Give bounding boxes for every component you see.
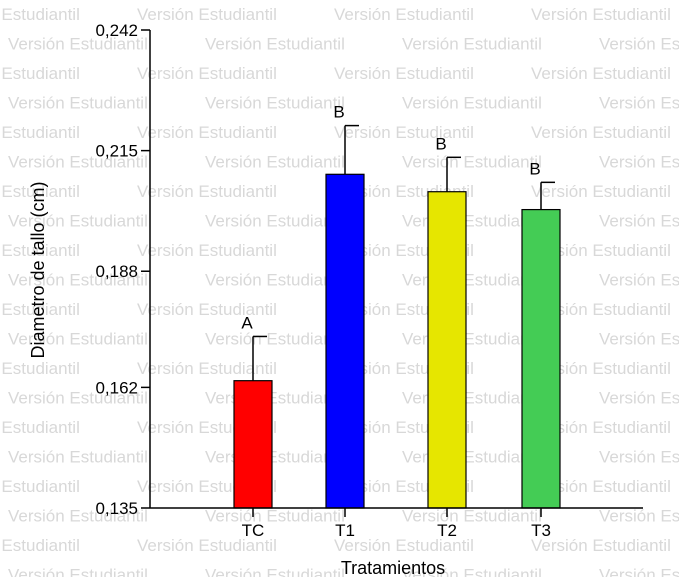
watermark-text: Versión Estudiantil bbox=[599, 35, 679, 54]
bars-group: A B B B bbox=[233, 103, 561, 509]
watermark-text: Versión Estudiantil bbox=[531, 359, 671, 378]
watermark-text: Versión Estudiantil bbox=[531, 5, 671, 24]
watermark-text: Versión Estudiantil bbox=[599, 448, 679, 467]
y-tick-label: 0,215 bbox=[95, 142, 138, 161]
watermark-text: Versión Estudiantil bbox=[8, 330, 148, 349]
watermark-text: Versión Estudiantil bbox=[599, 153, 679, 172]
watermark-text: Versión Estudiantil bbox=[402, 35, 542, 54]
watermark-text: Versión Estudiantil bbox=[137, 64, 277, 83]
watermark-text: Versión Estudiantil bbox=[137, 300, 277, 319]
watermark-text: Versión Estudiantil bbox=[0, 241, 80, 260]
watermark-text: Versión Estudiantil bbox=[8, 507, 148, 526]
watermark-text: Versión Estudiantil bbox=[402, 330, 542, 349]
watermark-text: Versión Estudiantil bbox=[205, 35, 345, 54]
x-tick-label-T1: T1 bbox=[335, 521, 355, 540]
significance-label-T1: B bbox=[333, 103, 344, 122]
watermark-text: Versión Estudiantil bbox=[8, 212, 148, 231]
watermark-text: Versión Estudiantil bbox=[8, 448, 148, 467]
y-tick-label: 0,162 bbox=[95, 378, 138, 397]
watermark-text: Versión Estudiantil bbox=[0, 536, 80, 555]
watermark-text: Versión Estudiantil bbox=[402, 566, 542, 577]
watermark-text: Versión Estudiantil bbox=[205, 212, 345, 231]
y-tick-label: 0,188 bbox=[95, 262, 138, 281]
bar-T3 bbox=[521, 208, 561, 509]
watermark-text: Versión Estudiantil bbox=[599, 389, 679, 408]
watermark-text: Versión Estudiantil bbox=[531, 536, 671, 555]
watermark-text: Versión Estudiantil bbox=[334, 536, 474, 555]
watermark-text: Versión Estudiantil bbox=[599, 94, 679, 113]
watermark-text: Versión Estudiantil bbox=[402, 271, 542, 290]
y-ticks-group: 0,135 0,162 0,188 0,215 0,242 bbox=[95, 21, 150, 518]
watermark-text: Versión Estudiantil bbox=[205, 94, 345, 113]
watermark-text: Versión Estudiantil bbox=[137, 182, 277, 201]
watermark-text: Versión Estudiantil bbox=[137, 241, 277, 260]
watermark-text: Versión Estudiantil bbox=[8, 566, 148, 577]
watermark-text: Versión Estudiantil bbox=[137, 123, 277, 142]
significance-label-T3: B bbox=[529, 159, 540, 178]
watermark-text: Versión Estudiantil bbox=[599, 507, 679, 526]
watermark-text: Versión Estudiantil bbox=[402, 389, 542, 408]
bar-TC bbox=[233, 380, 273, 509]
x-tick-label-T2: T2 bbox=[437, 521, 457, 540]
watermark-text: Versión Estudiantil bbox=[0, 359, 80, 378]
x-tick-label-TC: TC bbox=[242, 521, 265, 540]
watermark-text: Versión Estudiantil bbox=[8, 271, 148, 290]
watermark-text: Versión Estudiantil bbox=[205, 271, 345, 290]
axes-group bbox=[149, 30, 643, 509]
watermark-text: Versión Estudiantil bbox=[0, 123, 80, 142]
watermark-text: Versión Estudiantil bbox=[205, 389, 345, 408]
watermark-text: Versión Estudiantil bbox=[402, 153, 542, 172]
watermark-layer: Versión Estudiantil Versión Estudiantil Ve… bbox=[0, 5, 679, 577]
bar-T2 bbox=[427, 191, 467, 509]
watermark-text: Versión Estudiantil bbox=[531, 182, 671, 201]
watermark-text: Versión Estudiantil bbox=[402, 94, 542, 113]
watermark-text: Versión Estudiantil bbox=[205, 448, 345, 467]
watermark-text: Versión Estudiantil bbox=[531, 418, 671, 437]
x-ticks-group: TC T1 T2 T3 bbox=[242, 508, 551, 540]
y-axis-title: Diametro de tallo (cm) bbox=[28, 181, 48, 358]
watermark-text: Versión Estudiantil bbox=[205, 330, 345, 349]
watermark-text: Versión Estudiantil bbox=[334, 123, 474, 142]
watermark-text: Versión Estudiantil bbox=[8, 389, 148, 408]
watermark-text: Versión Estudiantil bbox=[0, 477, 80, 496]
watermark-text: Versión Estudiantil bbox=[0, 64, 80, 83]
watermark-text: Versión Estudiantil bbox=[205, 507, 345, 526]
watermark-text: Versión Estudiantil bbox=[8, 153, 148, 172]
x-axis-title: Tratamientos bbox=[341, 558, 445, 577]
watermark-text: Versión Estudiantil bbox=[0, 182, 80, 201]
watermark-text: Versión Estudiantil bbox=[0, 5, 80, 24]
watermark-text: Versión Estudiantil bbox=[137, 359, 277, 378]
y-tick-label: 0,135 bbox=[95, 499, 138, 518]
watermark-text: Versión Estudiantil bbox=[531, 300, 671, 319]
watermark-text: Versión Estudiantil bbox=[402, 212, 542, 231]
watermark-text: Versión Estudiantil bbox=[334, 64, 474, 83]
watermark-text: Versión Estudiantil bbox=[531, 123, 671, 142]
watermark-text: Versión Estudiantil bbox=[402, 507, 542, 526]
watermark-text: Versión Estudiantil bbox=[531, 241, 671, 260]
watermark-text: Versión Estudiantil bbox=[599, 271, 679, 290]
y-tick-label: 0,242 bbox=[95, 21, 138, 40]
watermark-text: Versión Estudiantil bbox=[205, 153, 345, 172]
watermark-text: Versión Estudiantil bbox=[599, 212, 679, 231]
watermark-text: Versión Estudiantil bbox=[205, 566, 345, 577]
significance-label-T2: B bbox=[435, 134, 446, 153]
watermark-text: Versión Estudiantil bbox=[0, 418, 80, 437]
watermark-text: Versión Estudiantil bbox=[599, 330, 679, 349]
x-tick-label-T3: T3 bbox=[531, 521, 551, 540]
watermark-text: Versión Estudiantil bbox=[0, 300, 80, 319]
watermark-text: Versión Estudiantil bbox=[334, 5, 474, 24]
watermark-text: Versión Estudiantil bbox=[137, 536, 277, 555]
watermark-text: Versión Estudiantil bbox=[531, 477, 671, 496]
bar-T1 bbox=[325, 173, 365, 509]
watermark-text: Versión Estudiantil bbox=[137, 5, 277, 24]
watermark-text: Versión Estudiantil bbox=[599, 566, 679, 577]
watermark-text: Versión Estudiantil bbox=[8, 94, 148, 113]
watermark-text: Versión Estudiantil bbox=[531, 64, 671, 83]
watermark-text: Versión Estudiantil bbox=[402, 448, 542, 467]
significance-label-TC: A bbox=[241, 313, 253, 332]
watermark-text: Versión Estudiantil bbox=[8, 35, 148, 54]
